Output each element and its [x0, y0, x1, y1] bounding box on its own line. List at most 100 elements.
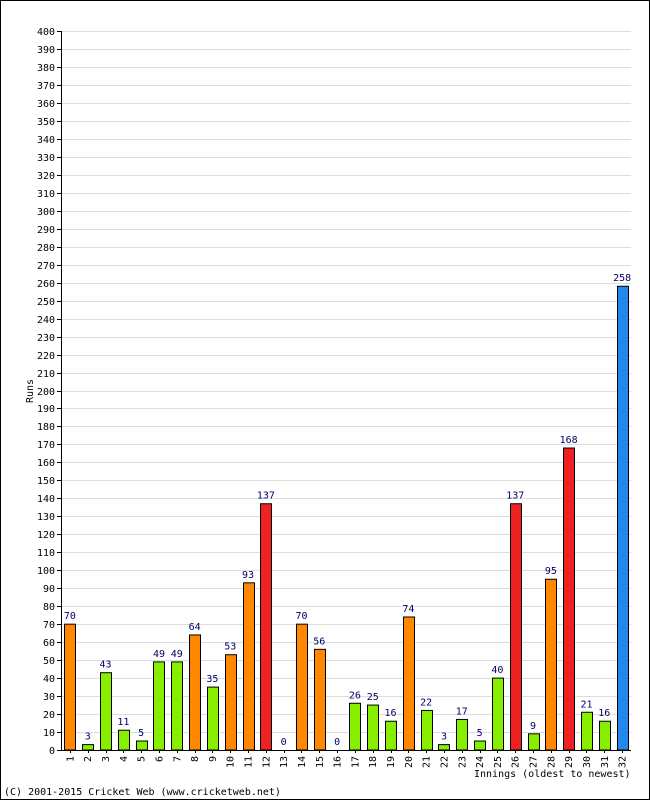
data-label: 70 — [64, 611, 76, 622]
y-tick-label: 20 — [43, 710, 55, 721]
y-tick-label: 330 — [37, 153, 55, 164]
data-label: 0 — [334, 737, 340, 748]
x-tick-label: 10 — [226, 756, 237, 768]
x-tick-label: 20 — [404, 756, 415, 768]
y-tick-label: 150 — [37, 476, 55, 487]
y-tick-label: 380 — [37, 63, 55, 74]
x-tick-label: 8 — [190, 756, 201, 762]
data-label: 16 — [385, 708, 397, 719]
x-tick-label: 22 — [439, 756, 450, 768]
y-tick-label: 0 — [49, 746, 55, 757]
x-tick-label: 11 — [244, 756, 255, 768]
gridlines — [61, 31, 631, 733]
bar — [225, 654, 237, 751]
bar — [260, 503, 272, 751]
copyright-text: (C) 2001-2015 Cricket Web (www.cricketwe… — [4, 787, 281, 798]
data-label: 64 — [189, 622, 201, 633]
data-label: 56 — [313, 636, 325, 647]
y-tick-label: 200 — [37, 387, 55, 398]
bar — [82, 744, 94, 751]
data-label: 9 — [530, 721, 536, 732]
x-tick-label: 13 — [279, 756, 290, 768]
bar — [136, 740, 148, 751]
bars — [64, 285, 629, 751]
y-axis-label: Runs — [25, 379, 36, 403]
y-tick-label: 100 — [37, 566, 55, 577]
data-label: 21 — [580, 699, 592, 710]
y-tick-label: 360 — [37, 99, 55, 110]
data-label: 40 — [491, 665, 503, 676]
bar — [296, 623, 308, 751]
y-tick-label: 290 — [37, 225, 55, 236]
bar — [528, 733, 540, 751]
bar — [545, 578, 557, 751]
bar — [171, 661, 183, 751]
data-label: 25 — [367, 692, 379, 703]
y-tick-label: 40 — [43, 674, 55, 685]
x-tick-label: 7 — [172, 756, 183, 762]
y-tick-label: 250 — [37, 297, 55, 308]
y-tick-label: 220 — [37, 351, 55, 362]
x-tick-label: 6 — [154, 756, 165, 762]
x-tick-label: 3 — [101, 756, 112, 762]
y-tick-label: 310 — [37, 189, 55, 200]
x-tick-label: 31 — [600, 756, 611, 768]
x-tick-label: 19 — [386, 756, 397, 768]
data-label: 168 — [560, 435, 578, 446]
x-tick-label: 14 — [297, 756, 308, 768]
y-tick-label: 60 — [43, 638, 55, 649]
bar — [456, 718, 468, 751]
data-label: 137 — [257, 491, 275, 502]
y-tick-label: 230 — [37, 333, 55, 344]
y-tick-label: 270 — [37, 261, 55, 272]
data-label: 43 — [100, 660, 112, 671]
x-tick-label: 24 — [475, 756, 486, 768]
x-tick-label: 4 — [119, 756, 130, 762]
bar — [617, 285, 629, 751]
x-tick-label: 21 — [422, 756, 433, 768]
y-tick-label: 30 — [43, 692, 55, 703]
y-tick-label: 320 — [37, 171, 55, 182]
bar — [64, 623, 76, 751]
x-tick-label: 23 — [457, 756, 468, 768]
y-tick-label: 400 — [37, 27, 55, 38]
x-tick-label: 17 — [350, 756, 361, 768]
data-label: 16 — [598, 708, 610, 719]
data-label: 17 — [456, 706, 468, 717]
y-tick-label: 240 — [37, 315, 55, 326]
y-tick-label: 210 — [37, 369, 55, 380]
bar — [403, 616, 415, 751]
data-label: 5 — [138, 728, 144, 739]
bar — [563, 447, 575, 751]
y-tick-label: 180 — [37, 422, 55, 433]
x-tick-label: 30 — [582, 756, 593, 768]
y-tick-label: 70 — [43, 620, 55, 631]
bar — [189, 634, 201, 751]
x-tick-label: 9 — [208, 756, 219, 762]
bar — [510, 503, 522, 751]
y-tick-label: 130 — [37, 512, 55, 523]
y-tick-label: 350 — [37, 117, 55, 128]
data-label: 3 — [85, 732, 91, 743]
data-label: 3 — [441, 732, 447, 743]
y-tick-label: 90 — [43, 584, 55, 595]
bar — [118, 729, 130, 751]
y-tick-label: 110 — [37, 548, 55, 559]
x-tick-label: 27 — [529, 756, 540, 768]
data-label: 137 — [506, 491, 524, 502]
y-axis-ticks: 0 10 20 30 40 50 60 70 80 90 100 110 120 130 140 150 160… — [37, 27, 61, 757]
y-tick-label: 300 — [37, 207, 55, 218]
data-label: 70 — [295, 611, 307, 622]
data-label: 49 — [153, 649, 165, 660]
data-label: 93 — [242, 570, 254, 581]
data-label: 11 — [117, 717, 129, 728]
y-tick-label: 10 — [43, 728, 55, 739]
data-label: 258 — [613, 273, 631, 284]
bar — [421, 709, 433, 751]
data-label: 22 — [420, 697, 432, 708]
data-label: 49 — [171, 649, 183, 660]
y-tick-label: 80 — [43, 602, 55, 613]
bar — [100, 672, 112, 751]
